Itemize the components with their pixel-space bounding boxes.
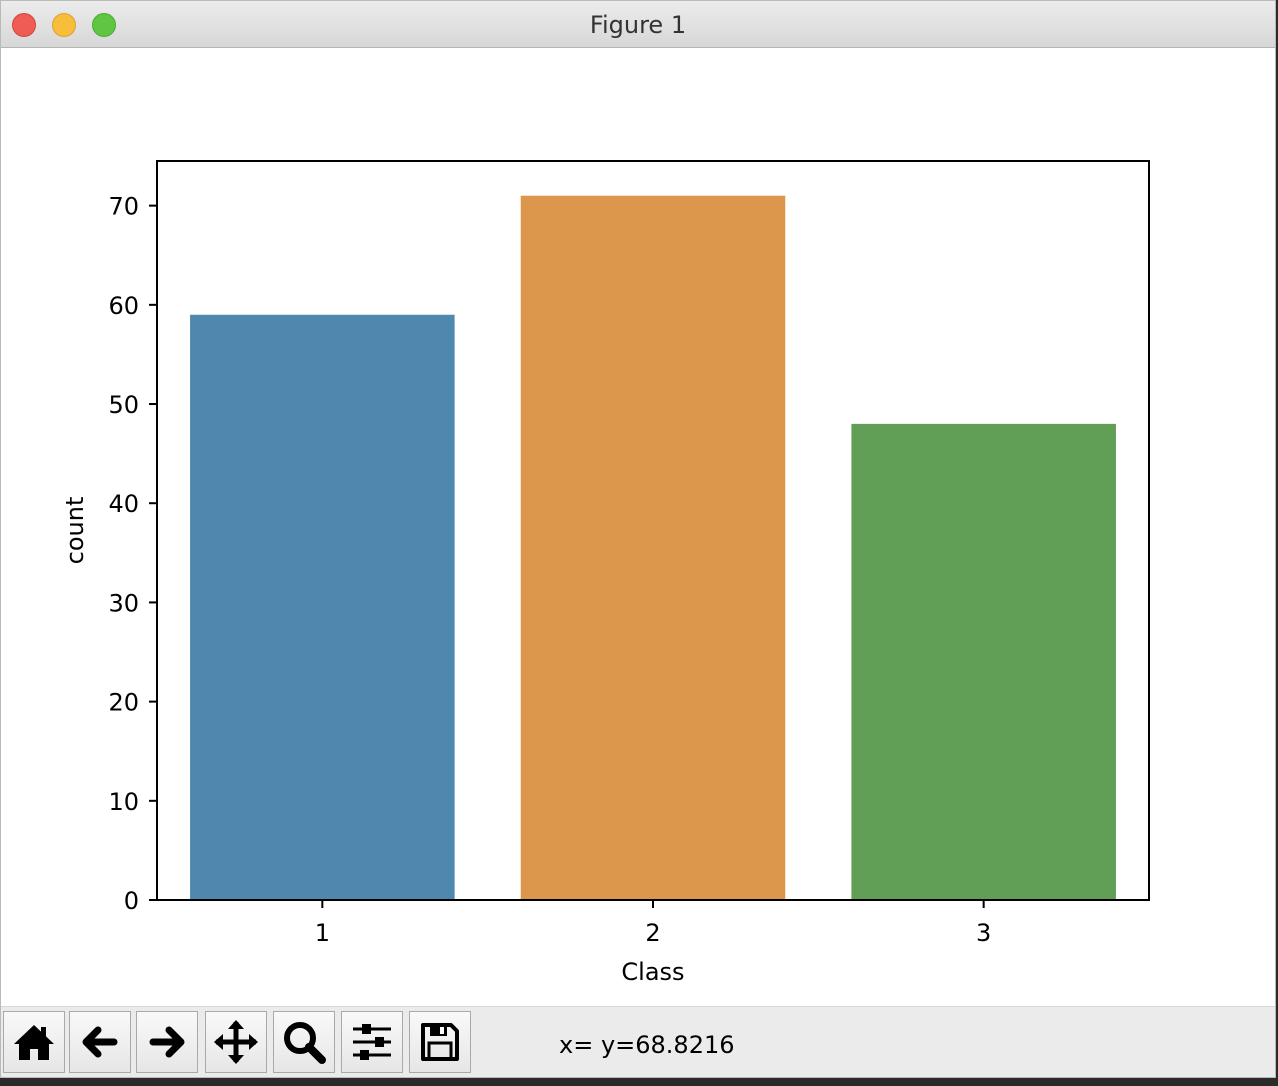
y-tick-label: 70 [108,193,139,221]
bars-group [190,195,1116,900]
y-tick-label: 10 [108,788,139,816]
title-bar: Figure 1 [1,1,1275,48]
zoom-button[interactable] [273,1011,335,1073]
x-tick-label: 3 [976,919,991,947]
y-tick-label: 60 [108,292,139,320]
y-tick-label: 50 [108,391,139,419]
bar-class-3 [851,423,1116,900]
back-button[interactable] [69,1011,131,1073]
bar-chart: 0 10 20 30 40 50 60 70 1 2 3 Class count [61,160,1150,986]
move-icon [214,1020,258,1064]
arrow-left-icon [82,1026,118,1058]
y-tick-label: 30 [108,589,139,617]
maximize-window-button[interactable] [92,13,116,37]
y-axis-label: count [61,497,89,565]
magnifier-icon [284,1022,326,1064]
home-icon [14,1025,54,1060]
x-tick-label: 1 [315,919,330,947]
y-tick-label: 0 [124,887,139,915]
floppy-disk-icon [421,1023,459,1061]
y-tick-label: 20 [108,689,139,717]
close-window-button[interactable] [12,13,36,37]
x-tick-label: 2 [645,919,660,947]
x-ticks-group: 1 2 3 [315,900,991,947]
minimize-window-button[interactable] [52,13,76,37]
navigation-toolbar: x= y=68.8216 [1,1006,1275,1077]
save-button[interactable] [409,1011,471,1073]
y-tick-label: 40 [108,490,139,518]
forward-button[interactable] [136,1011,198,1073]
y-ticks-group: 0 10 20 30 40 50 60 70 [108,193,157,915]
arrow-right-icon [149,1026,185,1058]
sliders-icon [353,1024,391,1060]
figure-canvas: 0 10 20 30 40 50 60 70 1 2 3 Class count [1,48,1275,1006]
bar-class-2 [520,195,786,900]
bar-class-1 [190,314,455,900]
x-axis-label: Class [621,958,684,986]
pan-button[interactable] [205,1011,267,1073]
home-button[interactable] [3,1011,65,1073]
cursor-coordinates: x= y=68.8216 [559,1031,735,1059]
configure-subplots-button[interactable] [341,1011,403,1073]
window-title: Figure 1 [589,11,687,39]
